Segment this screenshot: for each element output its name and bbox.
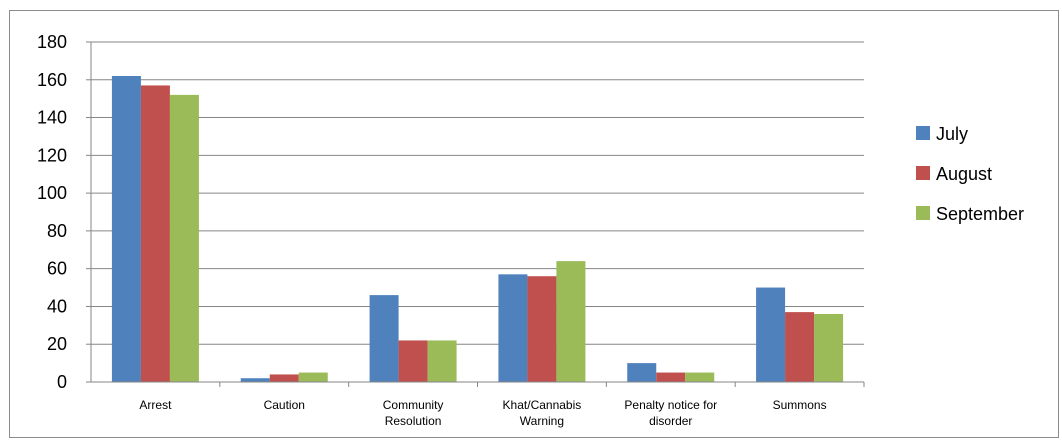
y-tick-label: 120 xyxy=(37,145,67,165)
bar-july-0 xyxy=(111,76,141,382)
x-category-label: Community xyxy=(383,398,444,412)
bar-september-2 xyxy=(427,340,457,382)
x-category-label: Khat/Cannabis xyxy=(503,398,582,412)
bar-july-5 xyxy=(756,287,786,382)
bar-july-4 xyxy=(627,363,657,382)
y-tick-label: 140 xyxy=(37,108,67,128)
x-category-label: Resolution xyxy=(385,414,442,428)
y-tick-label: 160 xyxy=(37,70,67,90)
axes: 0 20 40 60 80 100 120 140 160 180 Arrest Caution Com… xyxy=(37,32,865,428)
bar-july-3 xyxy=(498,274,528,382)
legend: July August September xyxy=(916,124,1024,224)
bar-september-4 xyxy=(685,372,715,382)
y-tick-label: 180 xyxy=(37,32,67,52)
legend-label-july: July xyxy=(936,124,968,144)
x-category-label: Caution xyxy=(264,398,305,412)
bar-august-0 xyxy=(140,85,170,382)
y-tick-label: 40 xyxy=(47,296,67,316)
bar-august-4 xyxy=(656,372,686,382)
x-category-label: disorder xyxy=(649,414,692,428)
x-category-label: Summons xyxy=(773,398,827,412)
y-tick-label: 20 xyxy=(47,334,67,354)
bar-august-1 xyxy=(269,374,299,382)
bar-september-1 xyxy=(298,372,328,382)
gridlines xyxy=(91,41,864,345)
x-category-label: Arrest xyxy=(139,398,172,412)
x-category-label: Penalty notice for xyxy=(624,398,717,412)
bar-august-2 xyxy=(398,340,428,382)
x-category-label: Warning xyxy=(520,414,564,428)
bar-july-1 xyxy=(240,378,270,382)
bar-august-3 xyxy=(527,276,557,382)
bar-september-3 xyxy=(556,261,586,382)
legend-swatch-august xyxy=(916,166,930,180)
bar-september-5 xyxy=(814,314,844,382)
bars xyxy=(111,76,844,382)
legend-label-september: September xyxy=(936,204,1024,224)
legend-swatch-july xyxy=(916,126,930,140)
bar-september-0 xyxy=(169,94,199,382)
y-tick-label: 100 xyxy=(37,183,67,203)
legend-label-august: August xyxy=(936,164,992,184)
bar-august-5 xyxy=(785,312,815,382)
y-tick-label: 0 xyxy=(57,372,67,392)
bar-july-2 xyxy=(369,295,399,382)
y-tick-label: 80 xyxy=(47,221,67,241)
legend-swatch-september xyxy=(916,206,930,220)
y-tick-label: 60 xyxy=(47,259,67,279)
